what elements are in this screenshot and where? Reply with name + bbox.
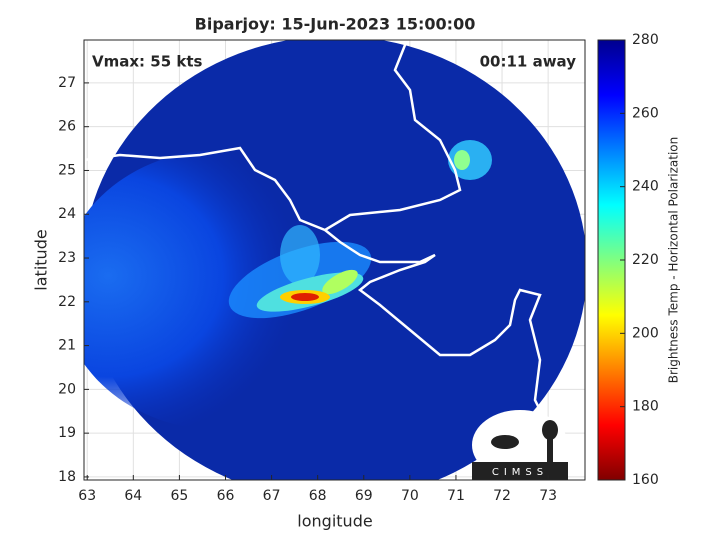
x-tick-label: 71	[447, 488, 465, 504]
x-tick-label: 72	[493, 488, 511, 504]
annotation: 00:11 away	[480, 53, 577, 71]
y-tick-label: 22	[58, 294, 76, 310]
cimss-logo: CIMSS	[472, 410, 568, 480]
x-tick-label: 69	[355, 488, 373, 504]
satellite-swath	[84, 40, 585, 480]
colorbar-tick-label: 180	[632, 399, 659, 415]
y-tick-label: 20	[58, 381, 76, 397]
y-tick-label: 26	[58, 119, 76, 135]
y-tick-label: 25	[58, 162, 76, 178]
storm	[228, 140, 492, 319]
x-tick-label: 64	[124, 488, 142, 504]
x-tick-label: 73	[539, 488, 557, 504]
colorbar-tick-label: 280	[632, 32, 659, 48]
colorbar-tick-label: 200	[632, 325, 659, 341]
colorbar-tick-label: 160	[632, 472, 659, 488]
colorbar-tick-label: 240	[632, 179, 659, 195]
y-tick-label: 21	[58, 338, 76, 354]
x-tick-label: 66	[217, 488, 235, 504]
y-tick-label: 24	[58, 206, 76, 222]
colorbar-label: Brightness Temp - Horizontal Polarizatio…	[667, 137, 681, 384]
y-tick-label: 27	[58, 75, 76, 91]
plot-frame	[83, 39, 586, 481]
x-tick-label: 70	[401, 488, 419, 504]
coastline	[84, 40, 462, 232]
logo-text: CIMSS	[492, 467, 548, 478]
x-axis-label: longitude	[297, 512, 372, 531]
x-tick-label: 65	[170, 488, 188, 504]
y-tick-label: 19	[58, 425, 76, 441]
y-tick-label: 18	[58, 469, 76, 485]
colorbar-tick-label: 260	[632, 105, 659, 121]
coastline	[324, 229, 547, 421]
colorbar-tick-label: 220	[632, 252, 659, 268]
annotation: Vmax: 55 kts	[92, 53, 202, 71]
y-axis-label: latitude	[32, 229, 51, 290]
x-tick-label: 63	[78, 488, 96, 504]
x-tick-label: 68	[309, 488, 327, 504]
chart-title: Biparjoy: 15-Jun-2023 15:00:00	[195, 15, 476, 34]
x-tick-label: 67	[263, 488, 281, 504]
y-tick-label: 23	[58, 250, 76, 266]
